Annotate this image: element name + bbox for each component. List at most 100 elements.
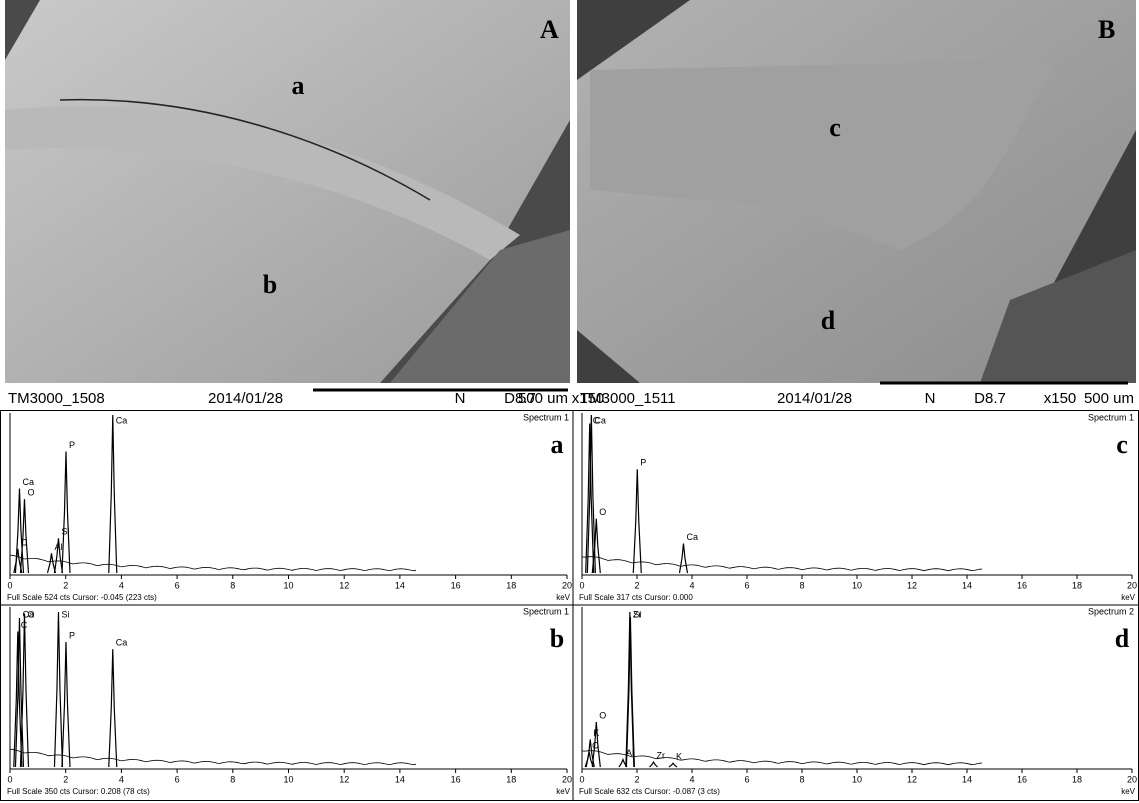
x-tick-label: 20 (562, 774, 572, 784)
x-tick-label: 10 (852, 580, 862, 590)
peak (633, 469, 641, 573)
x-tick-label: 16 (1017, 580, 1027, 590)
x-tick-label: 4 (689, 580, 694, 590)
spectrum-title: Spectrum 1 (523, 412, 569, 422)
x-tick-label: 12 (339, 580, 349, 590)
x-unit: keV (1121, 787, 1135, 796)
peak-label: K (676, 752, 682, 762)
peak-label: Ca (116, 415, 128, 425)
x-tick-label: 12 (907, 774, 917, 784)
x-tick-label: 12 (907, 580, 917, 590)
image-footer: N (455, 390, 466, 407)
image-footer: 2014/01/28 (777, 390, 852, 407)
image-footer: 500 um (1084, 390, 1134, 407)
peak-label: Ca (116, 638, 128, 648)
x-tick-label: 18 (1072, 580, 1082, 590)
x-tick-label: 18 (506, 580, 516, 590)
image-footer: D8.7 (974, 390, 1006, 407)
spectrum-footer: Full Scale 632 cts Cursor: -0.087 (3 cts… (579, 787, 720, 796)
peak (626, 617, 634, 767)
spectrum-footer: Full Scale 317 cts Cursor: 0.000 (579, 593, 693, 602)
peak (62, 642, 70, 767)
spectrum-footer: Full Scale 350 cts Cursor: 0.208 (78 cts… (7, 787, 150, 796)
peak-label: P (640, 458, 646, 468)
x-tick-label: 6 (744, 774, 749, 784)
sem-image-b (577, 0, 1136, 383)
x-unit: keV (1121, 593, 1135, 602)
x-tick-label: 14 (962, 580, 972, 590)
peak-label: Ca (22, 477, 34, 487)
peak-label: O (599, 710, 606, 720)
x-tick-label: 14 (395, 580, 405, 590)
panel-letter: d (1115, 624, 1130, 653)
x-tick-label: 0 (579, 774, 584, 784)
peak (109, 415, 117, 573)
x-tick-label: 0 (579, 580, 584, 590)
x-unit: keV (556, 787, 570, 796)
x-tick-label: 18 (506, 774, 516, 784)
x-tick-label: 16 (451, 774, 461, 784)
x-tick-label: 12 (339, 774, 349, 784)
x-tick-label: 4 (119, 774, 124, 784)
peak-label: P (69, 440, 75, 450)
x-tick-label: 8 (799, 580, 804, 590)
background (582, 557, 982, 571)
peak (679, 544, 687, 573)
x-tick-label: 2 (63, 580, 68, 590)
x-tick-label: 8 (230, 774, 235, 784)
peak-label: O (27, 609, 34, 619)
x-tick-label: 10 (852, 774, 862, 784)
background (10, 749, 416, 765)
x-tick-label: 6 (175, 774, 180, 784)
peak-label: Ca (594, 415, 606, 425)
image-footer: N (925, 390, 936, 407)
x-tick-label: 8 (799, 774, 804, 784)
x-tick-label: 6 (744, 580, 749, 590)
image-footer: TM3000_1508 (8, 390, 105, 407)
spectrum-title: Spectrum 1 (1088, 412, 1134, 422)
x-tick-label: 0 (7, 774, 12, 784)
sem-image-a (5, 0, 570, 383)
x-tick-label: 2 (634, 774, 639, 784)
image-footer: x150 (1044, 390, 1077, 407)
x-tick-label: 20 (1127, 580, 1137, 590)
peak-label: Zr (657, 750, 666, 760)
image-footer: 2014/01/28 (208, 390, 283, 407)
x-tick-label: 6 (175, 580, 180, 590)
x-tick-label: 4 (119, 580, 124, 590)
x-tick-label: 4 (689, 774, 694, 784)
region-label: b (263, 270, 277, 299)
peak-label: O (27, 488, 34, 498)
x-tick-label: 0 (7, 580, 12, 590)
x-tick-label: 2 (63, 774, 68, 784)
peak (109, 649, 117, 767)
image-footer: TM3000_1511 (580, 390, 676, 407)
peak (20, 614, 28, 767)
peak (650, 762, 658, 767)
panel-label: B (1098, 15, 1115, 44)
peak-label: Si (633, 609, 641, 619)
peak-label: O (599, 507, 606, 517)
x-tick-label: 8 (230, 580, 235, 590)
peak (669, 763, 677, 767)
x-unit: keV (556, 593, 570, 602)
background (10, 555, 416, 571)
image-footer: 500 um (518, 390, 568, 407)
x-tick-label: 14 (395, 774, 405, 784)
spectrum-title: Spectrum 1 (523, 606, 569, 616)
peak-label: P (69, 630, 75, 640)
figure: Aa b TM3000_1508 2014/01/28 N D8.7 x150 500 um B… (0, 0, 1139, 803)
x-tick-label: 20 (562, 580, 572, 590)
panel-label: A (540, 15, 559, 44)
x-tick-label: 20 (1127, 774, 1137, 784)
peak (54, 612, 62, 767)
region-label: c (829, 113, 841, 142)
panel-letter: b (550, 624, 564, 653)
peak (62, 451, 70, 573)
region-label: a (292, 71, 305, 100)
peak-label: Si (61, 609, 69, 619)
x-tick-label: 16 (1017, 774, 1027, 784)
region-label: d (821, 306, 836, 335)
spectrum-footer: Full Scale 524 cts Cursor: -0.045 (223 c… (7, 593, 157, 602)
panel-letter: c (1116, 430, 1128, 459)
